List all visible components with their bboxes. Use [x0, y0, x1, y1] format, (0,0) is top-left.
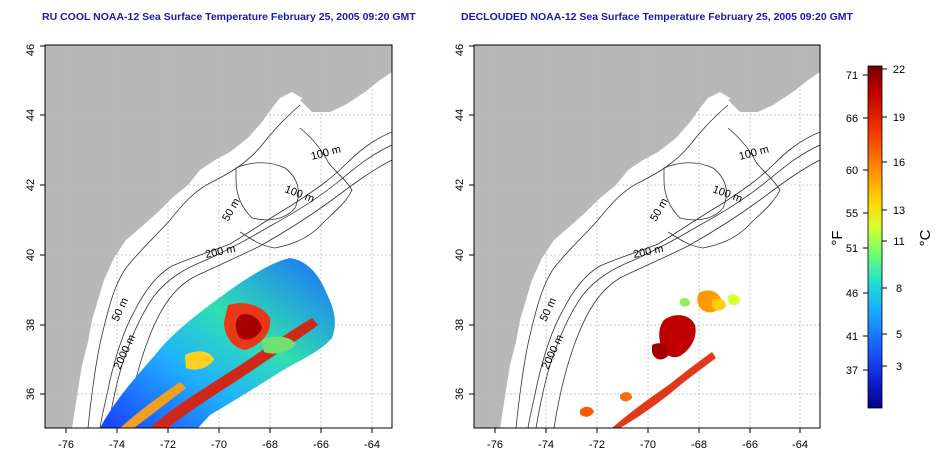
- left-x-axis: -76 -74 -72 -70 -68 -66 -64: [58, 428, 380, 451]
- lon-tick: -74: [538, 439, 554, 451]
- lon-tick: -64: [364, 439, 380, 451]
- celsius-tick: 8: [896, 283, 902, 295]
- celsius-tick: 16: [893, 157, 905, 169]
- colorbar-gradient: [867, 65, 883, 409]
- lon-tick: -70: [640, 439, 656, 451]
- lon-tick: -66: [313, 439, 329, 451]
- lon-tick: -72: [589, 439, 605, 451]
- fahrenheit-ticks: 71 66 60 55 51 46 41 37: [846, 70, 868, 377]
- lat-tick: 44: [454, 109, 466, 121]
- fahrenheit-tick: 37: [846, 365, 858, 377]
- lon-tick: -70: [211, 439, 227, 451]
- nova-scotia: [300, 58, 392, 112]
- fahrenheit-tick: 60: [846, 165, 858, 177]
- lat-tick: 36: [454, 388, 466, 400]
- lon-tick: -66: [742, 439, 758, 451]
- lat-tick: 42: [454, 179, 466, 191]
- lon-tick: -64: [792, 439, 808, 451]
- lat-tick: 38: [25, 319, 37, 331]
- land-mass: [45, 45, 392, 428]
- right-y-axis: 36 38 40 42 44 46: [454, 44, 474, 400]
- lat-tick: 46: [25, 44, 37, 56]
- right-plot-frame: [473, 44, 821, 429]
- celsius-tick: 22: [893, 64, 905, 76]
- lat-tick: 46: [454, 44, 466, 56]
- celsius-tick: 5: [896, 329, 902, 341]
- lat-tick: 38: [454, 319, 466, 331]
- right-x-axis: -76 -74 -72 -70 -68 -66 -64: [487, 428, 808, 451]
- sst-cloud-free-patch: [100, 258, 335, 428]
- left-y-axis: 36 38 40 42 44 46: [25, 44, 45, 400]
- fahrenheit-tick: 46: [846, 288, 858, 300]
- colorbar: 71 66 60 55 51 46 41 37 22 19 16 13 11 8…: [829, 64, 934, 409]
- sst-declouded-patches: [580, 290, 740, 428]
- lon-tick: -76: [487, 439, 503, 451]
- left-map: -76 -74 -72 -70 -68 -66 -64 36 38 40 42 …: [25, 44, 393, 451]
- lat-tick: 42: [25, 179, 37, 191]
- left-panel-title: RU COOL NOAA-12 Sea Surface Temperature …: [42, 11, 416, 23]
- lon-tick: -72: [160, 439, 176, 451]
- fahrenheit-tick: 66: [846, 113, 858, 125]
- celsius-ticks: 22 19 16 13 11 8 5 3: [882, 64, 905, 373]
- celsius-tick: 13: [893, 205, 905, 217]
- fahrenheit-tick: 41: [846, 331, 858, 343]
- right-panel-title: DECLOUDED NOAA-12 Sea Surface Temperatur…: [461, 11, 853, 23]
- lat-tick: 44: [25, 109, 37, 121]
- fahrenheit-tick: 51: [846, 243, 858, 255]
- bathymetry-contours: [87, 104, 392, 428]
- grid: [474, 45, 820, 428]
- fahrenheit-unit-label: °F: [829, 230, 846, 245]
- lon-tick: -74: [109, 439, 125, 451]
- celsius-unit-label: °C: [917, 229, 934, 246]
- right-map: -76 -74 -72 -70 -68 -66 -64 36 38 40 42 …: [454, 44, 821, 451]
- fahrenheit-tick: 55: [846, 208, 858, 220]
- lon-tick: -68: [691, 439, 707, 451]
- bathymetry-contours: [515, 104, 820, 428]
- lon-tick: -68: [262, 439, 278, 451]
- lat-tick: 36: [25, 388, 37, 400]
- lon-tick: -76: [58, 439, 74, 451]
- celsius-tick: 3: [896, 361, 902, 373]
- lat-tick: 40: [454, 249, 466, 261]
- nova-scotia: [728, 58, 820, 112]
- celsius-tick: 19: [893, 112, 905, 124]
- land-mass: [474, 45, 820, 428]
- celsius-tick: 11: [893, 236, 904, 248]
- fahrenheit-tick: 71: [846, 70, 858, 82]
- lat-tick: 40: [25, 249, 37, 261]
